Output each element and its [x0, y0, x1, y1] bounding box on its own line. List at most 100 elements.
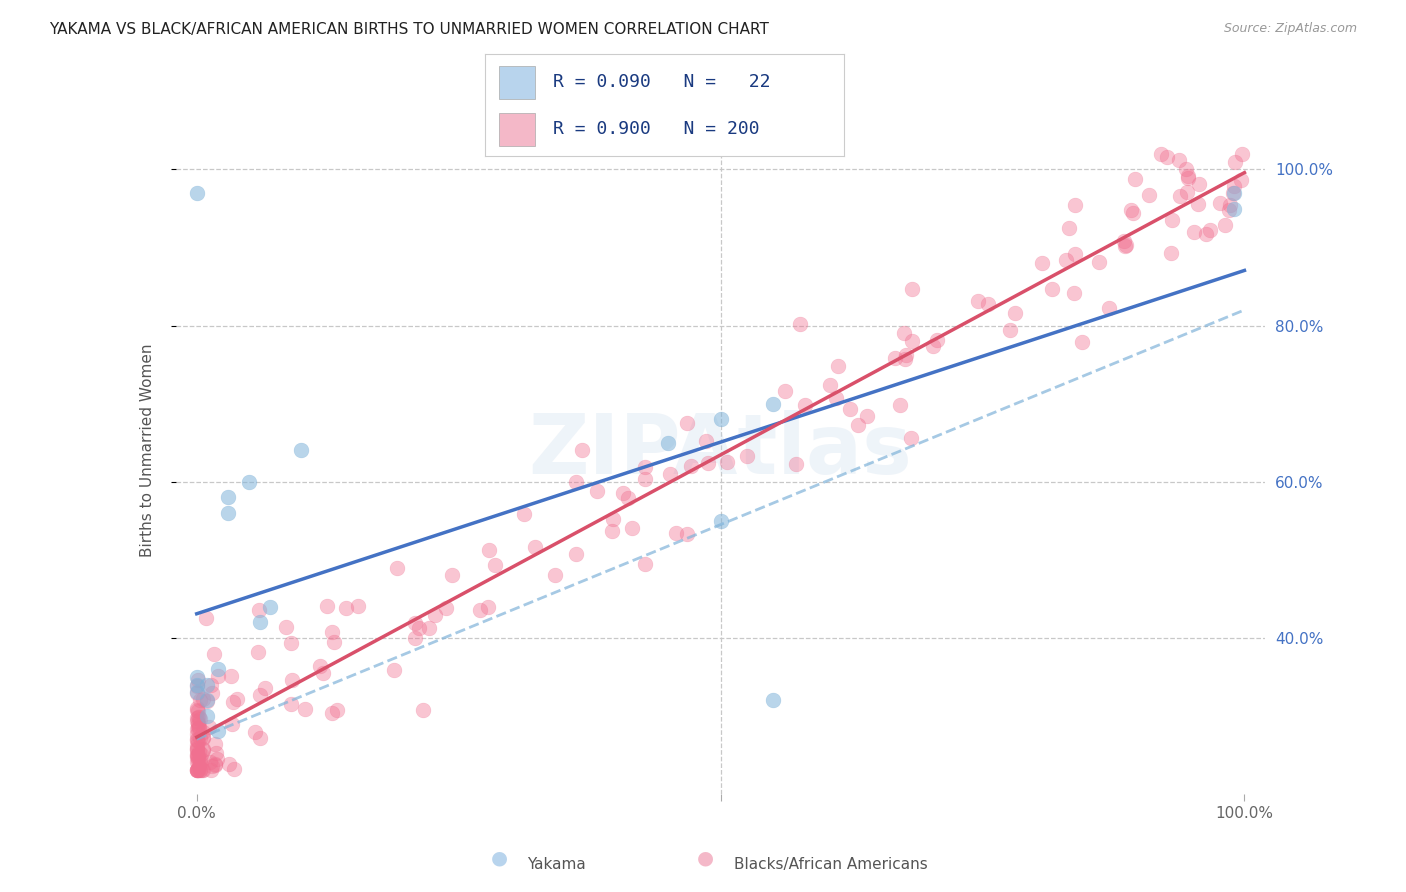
Point: [735, 450, 758, 464]
Point: [634, 460, 657, 475]
Point: [900, 282, 922, 296]
Point: [323, 635, 346, 649]
Point: [1160, 246, 1182, 260]
Point: [187, 734, 209, 748]
Text: Yakama: Yakama: [527, 857, 586, 872]
Point: [191, 692, 214, 706]
Point: [676, 526, 699, 541]
Point: [1054, 253, 1077, 268]
Point: [1187, 177, 1209, 191]
Point: [193, 741, 215, 756]
Point: [418, 621, 440, 635]
Point: [1063, 198, 1085, 212]
Point: [335, 601, 357, 615]
Point: [222, 762, 245, 776]
Point: [186, 704, 208, 718]
Point: [602, 511, 624, 525]
Point: [977, 297, 1000, 311]
Point: [247, 603, 270, 617]
Point: [249, 731, 271, 745]
Point: [188, 753, 211, 767]
Point: [404, 631, 426, 645]
Point: [217, 506, 239, 520]
Point: [889, 399, 911, 413]
Point: [1114, 239, 1136, 253]
Text: ●: ●: [491, 848, 508, 867]
Point: [571, 443, 593, 458]
Point: [188, 764, 211, 778]
Point: [896, 347, 918, 361]
Point: [200, 764, 222, 778]
Point: [1198, 223, 1220, 237]
Point: [1223, 178, 1246, 193]
Point: [222, 695, 245, 709]
Point: [207, 662, 229, 676]
Point: [1125, 171, 1147, 186]
Point: [190, 753, 212, 767]
Point: [1174, 162, 1197, 177]
Point: [249, 688, 271, 702]
Point: [187, 673, 209, 688]
Point: [186, 764, 208, 778]
Point: [893, 326, 915, 340]
Point: [793, 398, 815, 412]
Point: [186, 685, 208, 699]
Point: [312, 665, 335, 680]
Point: [186, 742, 208, 756]
Point: [280, 697, 302, 711]
Point: [1161, 213, 1184, 227]
Point: [207, 669, 229, 683]
Point: [186, 714, 208, 728]
Point: [315, 599, 337, 613]
Point: [249, 615, 271, 630]
Point: [221, 717, 243, 731]
Point: [967, 294, 990, 309]
Point: [789, 317, 811, 331]
Point: [440, 568, 463, 582]
Point: [1156, 150, 1178, 164]
Point: [1182, 225, 1205, 239]
Point: [620, 521, 643, 535]
Point: [259, 599, 281, 614]
Point: [900, 431, 922, 445]
Point: [201, 685, 224, 699]
Point: [716, 455, 738, 469]
Point: [243, 725, 266, 739]
Point: [186, 755, 208, 769]
Point: [186, 732, 208, 747]
Point: [186, 727, 208, 741]
Text: Source: ZipAtlas.com: Source: ZipAtlas.com: [1223, 22, 1357, 36]
Point: [1063, 285, 1085, 300]
Point: [205, 752, 228, 766]
Point: [665, 525, 688, 540]
Point: [188, 710, 211, 724]
Point: [195, 678, 218, 692]
Point: [188, 764, 211, 778]
Point: [190, 764, 212, 778]
Text: YAKAMA VS BLACK/AFRICAN AMERICAN BIRTHS TO UNMARRIED WOMEN CORRELATION CHART: YAKAMA VS BLACK/AFRICAN AMERICAN BIRTHS …: [49, 22, 769, 37]
Text: Blacks/African Americans: Blacks/African Americans: [734, 857, 928, 872]
Point: [217, 491, 239, 505]
Point: [186, 670, 208, 684]
Point: [187, 716, 209, 731]
Point: [1137, 188, 1160, 202]
Point: [998, 323, 1021, 337]
Text: R = 0.900   N = 200: R = 0.900 N = 200: [553, 120, 759, 138]
Point: [927, 333, 949, 347]
Point: [762, 693, 785, 707]
Point: [321, 625, 343, 640]
Point: [513, 507, 536, 521]
Point: [634, 472, 657, 486]
Point: [193, 731, 215, 746]
Point: [785, 457, 807, 471]
Point: [187, 723, 209, 737]
Point: [308, 658, 330, 673]
Point: [825, 392, 848, 406]
Point: [659, 467, 682, 481]
Point: [204, 758, 226, 772]
Point: [247, 645, 270, 659]
Point: [204, 757, 226, 772]
Point: [186, 764, 208, 778]
Point: [195, 611, 218, 625]
Point: [187, 764, 209, 778]
